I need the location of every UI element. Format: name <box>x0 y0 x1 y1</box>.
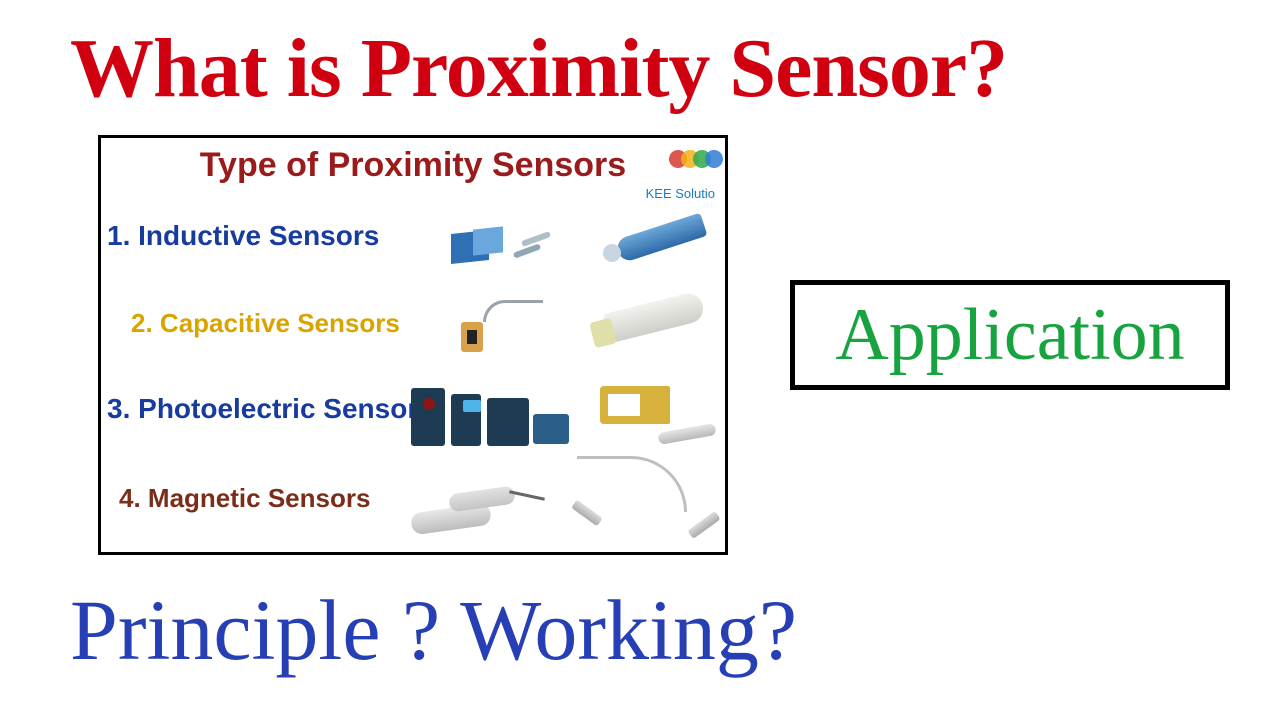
item-label: Photoelectric Sensor <box>138 393 418 424</box>
inductive-sensor-icon <box>451 218 561 273</box>
item-label: Inductive Sensors <box>138 220 379 251</box>
item-number: 2. <box>131 308 153 338</box>
inductive-barrel-icon <box>596 208 716 268</box>
item-number: 4. <box>119 483 141 513</box>
list-item: 2. Capacitive Sensors <box>131 308 400 339</box>
list-item: 3. Photoelectric Sensor <box>107 393 418 425</box>
item-number: 3. <box>107 393 130 424</box>
capacitive-barrel-icon <box>586 280 716 360</box>
photoelectric-fork-icon <box>596 378 721 456</box>
brand-label: KEE Solutio <box>646 186 715 201</box>
item-label: Magnetic Sensors <box>148 483 371 513</box>
item-label: Capacitive Sensors <box>160 308 400 338</box>
panel-title: Type of Proximity Sensors <box>101 146 725 185</box>
types-panel: KEE Solutio Type of Proximity Sensors 1.… <box>98 135 728 555</box>
magnetic-cable-icon <box>571 450 726 550</box>
item-number: 1. <box>107 220 130 251</box>
photoelectric-sensor-icon <box>411 378 571 458</box>
application-label: Application <box>835 293 1184 378</box>
bottom-text: Principle ? Working? <box>70 580 797 680</box>
application-box: Application <box>790 280 1230 390</box>
list-item: 4. Magnetic Sensors <box>119 483 370 514</box>
capacitive-sensor-icon <box>441 296 561 356</box>
main-title: What is Proximity Sensor? <box>70 20 1007 117</box>
list-item: 1. Inductive Sensors <box>107 220 379 252</box>
magnetic-sensor-icon <box>401 478 551 548</box>
